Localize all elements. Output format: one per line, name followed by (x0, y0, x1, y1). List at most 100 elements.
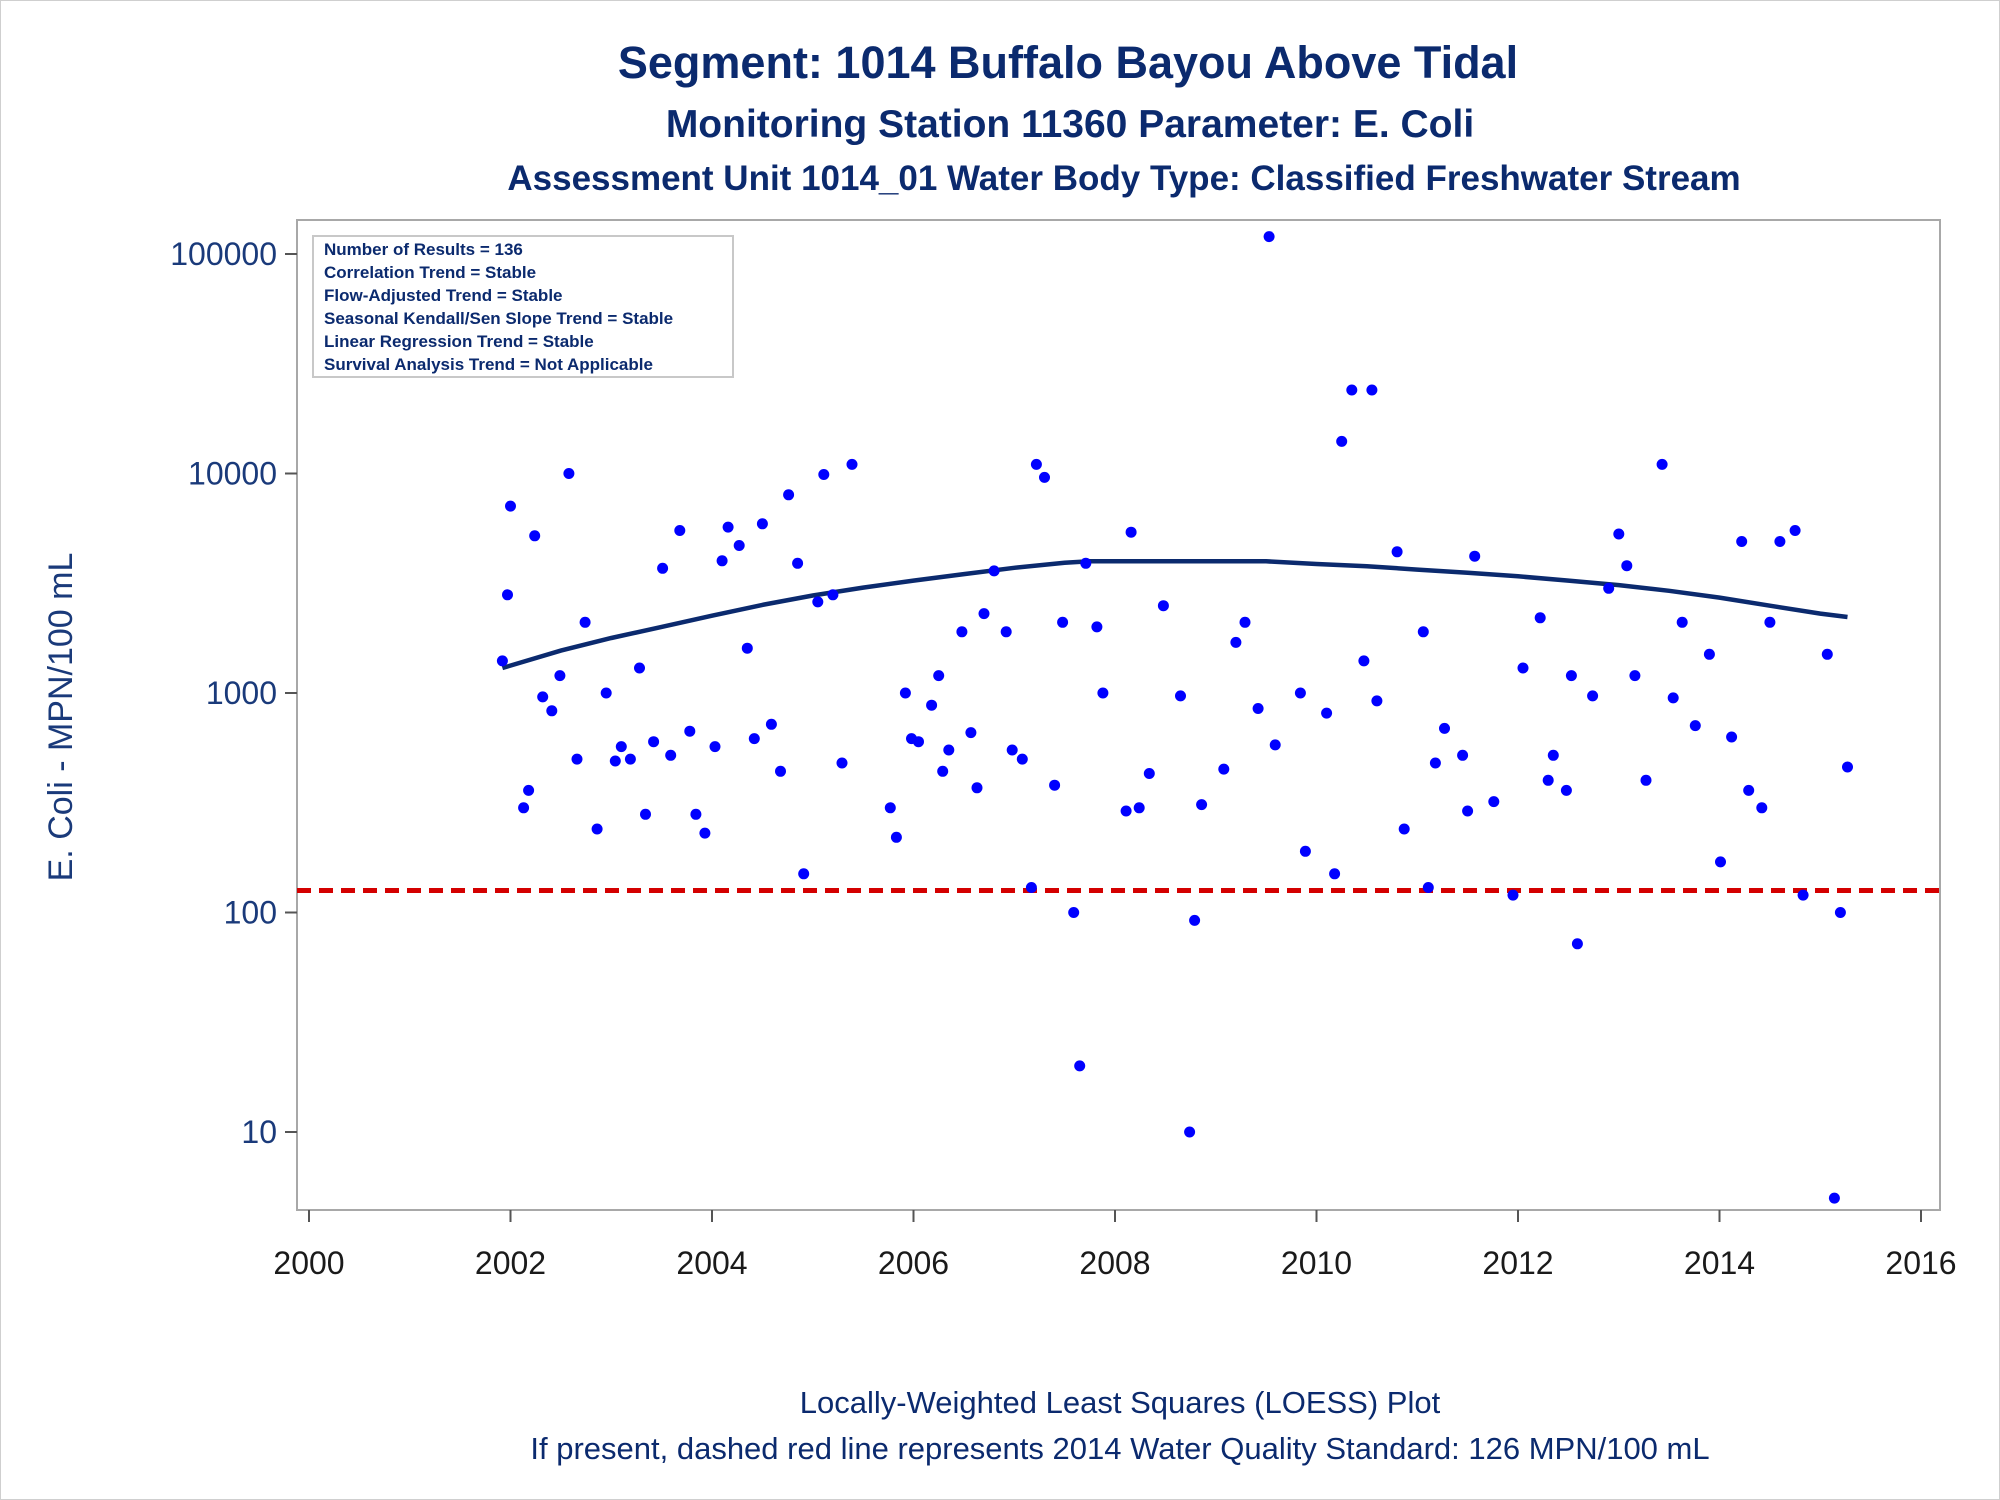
data-point (716, 555, 728, 567)
data-point (722, 521, 734, 533)
data-point (579, 616, 591, 628)
data-point (818, 469, 830, 480)
data-point (798, 868, 810, 880)
x-tick-label: 2016 (1885, 1245, 1956, 1281)
data-point (1143, 768, 1155, 779)
data-point (1764, 616, 1776, 628)
chart-subtitle: Monitoring Station 11360 Parameter: E. C… (666, 103, 1474, 146)
data-point (1603, 582, 1615, 594)
stat-survival-analysis-trend: Survival Analysis Trend = Not Applicable (324, 355, 653, 374)
data-point (1294, 687, 1306, 699)
data-point (1184, 1126, 1196, 1138)
data-point (615, 741, 627, 753)
data-point (765, 718, 777, 730)
data-point (1613, 528, 1625, 540)
data-point (1218, 763, 1230, 775)
data-point (1030, 458, 1042, 470)
plot-area (296, 219, 1941, 1211)
data-point (1358, 655, 1370, 667)
data-point (1175, 690, 1186, 702)
data-point (812, 596, 824, 608)
data-point (1006, 744, 1018, 756)
data-point (890, 831, 902, 843)
data-point (1120, 805, 1132, 817)
data-point (956, 626, 968, 638)
y-axis-label: E. Coli - MPN/100 mL (42, 553, 80, 882)
data-point (640, 808, 651, 820)
data-point (1025, 882, 1037, 893)
data-point (1517, 662, 1529, 674)
data-point (609, 755, 621, 767)
data-point (943, 744, 955, 756)
data-point (1429, 757, 1441, 769)
footnote-loess: Locally-Weighted Least Squares (LOESS) P… (800, 1385, 1441, 1420)
data-point (1091, 621, 1103, 633)
data-point (502, 589, 513, 601)
data-point (546, 705, 558, 717)
data-point (1571, 938, 1583, 950)
data-point (505, 500, 516, 512)
data-point (1391, 546, 1403, 558)
data-point (1726, 731, 1738, 743)
data-point (971, 782, 983, 794)
x-tick-label: 2012 (1482, 1245, 1553, 1281)
x-tick-label: 2000 (273, 1245, 344, 1281)
data-point (748, 733, 760, 745)
data-point (1736, 536, 1748, 547)
data-point (571, 753, 583, 765)
data-point (933, 670, 945, 682)
data-point (1743, 784, 1755, 796)
data-point (1263, 231, 1275, 243)
data-point (913, 736, 924, 748)
y-tick-label: 100 (224, 895, 277, 931)
data-point (1346, 384, 1358, 396)
y-tick-label: 10 (241, 1114, 277, 1150)
data-point (1299, 845, 1311, 857)
data-point (496, 655, 508, 667)
stats-box-frame (312, 235, 734, 378)
data-point (1842, 761, 1853, 773)
data-point (537, 691, 549, 703)
data-point (1189, 914, 1201, 926)
data-point (836, 757, 848, 769)
data-point (1534, 612, 1546, 624)
data-point (926, 699, 938, 711)
data-point (1587, 690, 1599, 702)
data-point (1074, 1060, 1086, 1072)
data-point (899, 687, 911, 699)
data-point (1366, 384, 1378, 396)
data-point (756, 518, 768, 530)
y-tick-label: 10000 (188, 456, 277, 492)
stat-correlation-trend: Correlation Trend = Stable (324, 263, 536, 282)
data-point (1542, 774, 1554, 786)
data-point (1439, 722, 1450, 734)
data-point (937, 765, 949, 777)
data-point (1080, 557, 1092, 569)
data-point (1125, 526, 1137, 538)
data-point (1133, 802, 1145, 814)
data-point (1629, 670, 1641, 682)
stat-linear-regression-trend: Linear Regression Trend = Stable (324, 332, 594, 351)
data-point (1239, 616, 1251, 628)
data-point (1565, 670, 1577, 682)
data-point (690, 808, 702, 820)
data-point (827, 589, 839, 601)
data-point (1457, 749, 1469, 761)
data-point (1756, 802, 1768, 814)
data-point (523, 784, 535, 796)
data-point (1039, 471, 1050, 483)
x-tick-label: 2004 (676, 1245, 747, 1281)
y-tick-label: 100000 (170, 236, 277, 272)
x-tick-label: 2006 (878, 1245, 949, 1281)
data-point (1269, 739, 1281, 751)
data-point (1196, 799, 1208, 811)
data-point (783, 489, 795, 501)
data-point (1821, 648, 1833, 660)
data-point (1507, 889, 1519, 901)
data-point (699, 827, 711, 839)
stat-flow-adjusted-trend: Flow-Adjusted Trend = Stable (324, 286, 563, 305)
stats-box: Number of Results = 136 Correlation Tren… (312, 235, 734, 378)
loess-line (501, 559, 1848, 671)
data-point (1371, 695, 1383, 707)
